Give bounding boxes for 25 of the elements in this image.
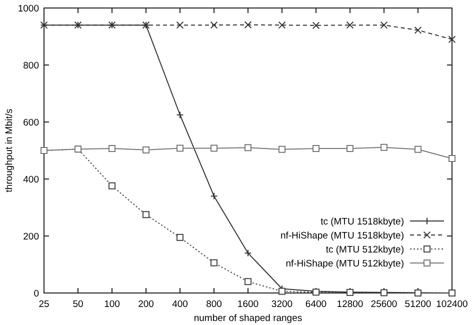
x-tick-label: 400: [172, 299, 188, 310]
x-tick-label: 25: [38, 299, 50, 310]
x-tick-label: 3200: [271, 299, 293, 310]
x-tick-label: 1600: [237, 299, 259, 310]
y-tick-label: 1000: [18, 3, 39, 14]
legend-label: nf-HiShape (MTU 1518kbyte): [280, 230, 404, 242]
x-axis-title: number of shaped ranges: [194, 313, 302, 324]
x-tick-label: 25600: [370, 299, 398, 310]
x-tick-label: 102400: [436, 299, 468, 310]
x-tick-label: 200: [138, 299, 154, 310]
legend-label: tc (MTU 1518kbyte): [320, 216, 404, 228]
x-tick-label: 51200: [404, 299, 432, 310]
y-tick-label: 800: [23, 60, 39, 72]
y-tick-label: 0: [34, 288, 39, 300]
x-tick-label: 6400: [305, 299, 327, 310]
legend-label: tc (MTU 512kbyte): [326, 244, 404, 256]
x-tick-label: 50: [72, 299, 84, 310]
x-tick-label: 800: [206, 299, 222, 310]
y-tick-label: 200: [23, 231, 39, 242]
legend-label: nf-HiShape (MTU 512kbyte): [286, 258, 404, 270]
y-tick-label: 600: [23, 117, 39, 128]
y-tick-label: 400: [23, 174, 39, 186]
x-tick-label: 100: [104, 299, 120, 310]
y-axis-title: throughput in Mbit/s: [4, 108, 15, 192]
x-tick-label: 12800: [336, 299, 364, 310]
